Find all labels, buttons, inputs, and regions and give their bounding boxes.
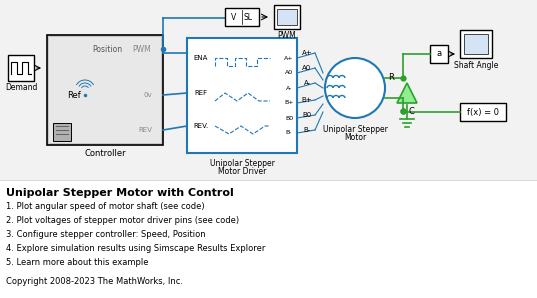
Bar — [464, 34, 488, 54]
Text: 0v: 0v — [143, 92, 152, 98]
Text: Motor: Motor — [344, 134, 366, 142]
Text: B0: B0 — [302, 112, 311, 118]
Text: 2. Plot voltages of stepper motor driver pins (see code): 2. Plot voltages of stepper motor driver… — [6, 216, 239, 225]
Circle shape — [325, 58, 385, 118]
Bar — [274, 5, 300, 29]
Text: 3. Configure stepper controller: Speed, Position: 3. Configure stepper controller: Speed, … — [6, 230, 206, 239]
Text: A-: A- — [303, 80, 310, 86]
Bar — [460, 30, 492, 58]
Text: Position: Position — [92, 44, 122, 54]
Text: Unipolar Stepper Motor with Control: Unipolar Stepper Motor with Control — [6, 188, 234, 198]
Text: REV.: REV. — [193, 123, 209, 129]
Text: A+: A+ — [302, 50, 313, 56]
Text: B-: B- — [303, 127, 310, 133]
Text: Unipolar Stepper: Unipolar Stepper — [209, 159, 274, 167]
Bar — [47, 35, 163, 145]
Text: Motor Driver: Motor Driver — [218, 167, 266, 176]
Text: ENA: ENA — [194, 55, 208, 61]
Text: Unipolar Stepper: Unipolar Stepper — [323, 125, 387, 134]
Text: PWM: PWM — [278, 32, 296, 41]
Text: Copyright 2008-2023 The MathWorks, Inc.: Copyright 2008-2023 The MathWorks, Inc. — [6, 277, 183, 286]
Text: R: R — [388, 74, 394, 83]
Bar — [460, 103, 506, 121]
Text: a: a — [437, 49, 441, 58]
Text: f(x) = 0: f(x) = 0 — [467, 108, 499, 117]
Bar — [0, 0, 537, 180]
Polygon shape — [397, 83, 417, 103]
Text: B-: B- — [286, 131, 292, 136]
Text: PWM: PWM — [133, 44, 151, 54]
Text: Shaft Angle: Shaft Angle — [454, 61, 498, 71]
Text: A+: A+ — [284, 55, 294, 60]
Text: V: V — [231, 13, 237, 21]
Text: SL: SL — [243, 13, 252, 21]
Text: B0: B0 — [285, 116, 293, 120]
Bar — [187, 38, 297, 153]
Text: 5. Learn more about this example: 5. Learn more about this example — [6, 258, 149, 267]
Bar — [225, 8, 259, 26]
Text: A0: A0 — [302, 65, 311, 71]
Bar — [49, 37, 161, 143]
Text: A-: A- — [286, 86, 292, 91]
Text: Controller: Controller — [84, 148, 126, 158]
Bar — [8, 55, 34, 81]
Text: Demand: Demand — [5, 83, 37, 92]
Text: B+: B+ — [284, 100, 294, 105]
Text: B+: B+ — [302, 97, 313, 103]
Text: 1. Plot angular speed of motor shaft (see code): 1. Plot angular speed of motor shaft (se… — [6, 202, 205, 211]
Bar — [277, 9, 297, 25]
Text: Ref: Ref — [67, 91, 81, 100]
Text: REF: REF — [194, 90, 208, 96]
Text: 4. Explore simulation results using Simscape Results Explorer: 4. Explore simulation results using Sims… — [6, 244, 265, 253]
Bar — [430, 45, 448, 63]
Bar — [53, 123, 71, 141]
Text: REV: REV — [138, 127, 152, 133]
Text: C: C — [408, 106, 414, 116]
Text: A0: A0 — [285, 71, 293, 75]
